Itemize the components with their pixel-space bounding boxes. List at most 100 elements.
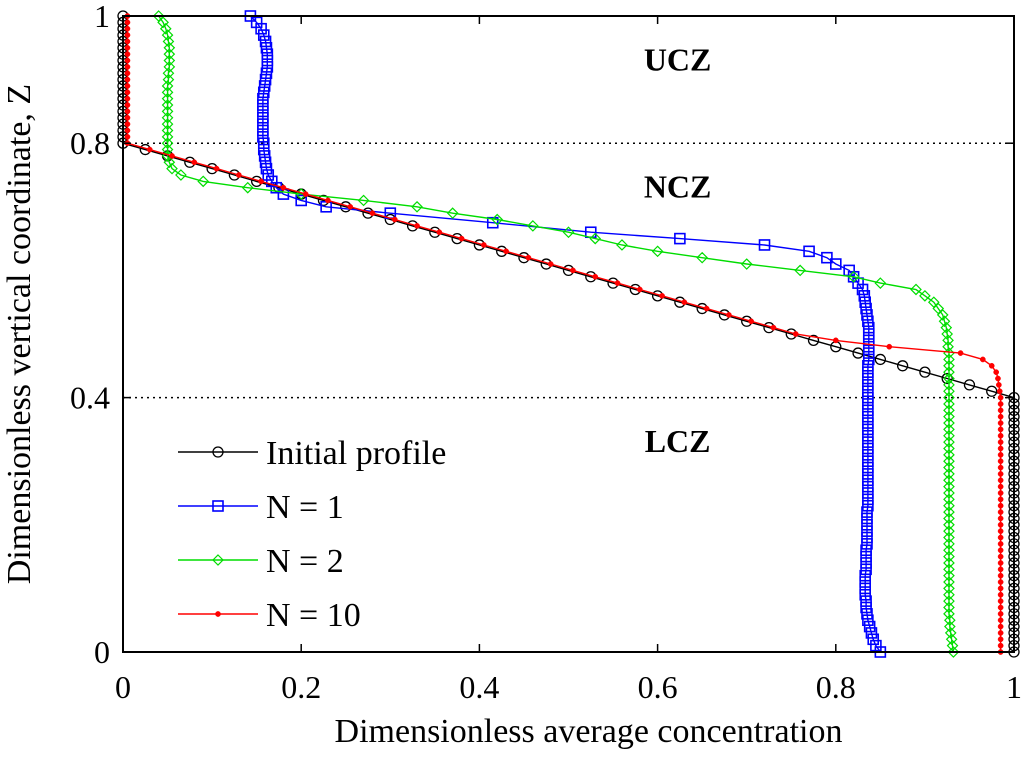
data-point [792,331,799,337]
data-point [257,118,269,130]
data-point [997,432,1004,439]
data-point [886,343,893,350]
data-point [862,391,874,404]
data-point [847,270,860,283]
data-point [943,601,955,614]
data-point [943,487,955,499]
data-point [865,627,878,639]
data-point [255,22,267,35]
data-point [862,461,874,474]
data-point [943,499,955,512]
data-point [862,417,874,429]
data-point [163,156,176,169]
data-point [862,353,875,366]
data-point [162,67,175,80]
data-point [161,86,174,99]
data-point [862,315,874,328]
data-point [302,191,309,197]
data-point [862,429,874,442]
data-point [943,404,955,417]
data-point [997,394,1004,401]
data-point [867,633,880,646]
data-point [162,73,175,86]
data-point [988,362,995,369]
data-point [997,413,1004,420]
data-point [997,617,1004,624]
data-point [862,340,875,353]
data-point [261,48,274,60]
data-point [997,496,1004,503]
data-point [124,127,131,134]
data-point [943,569,955,582]
data-point [261,61,274,73]
data-point [997,541,1004,547]
data-point [191,159,198,166]
data-point [986,385,998,397]
data-point [163,41,176,54]
data-point [943,620,956,633]
data-point [235,172,242,178]
data-point [295,194,308,207]
data-point [414,223,420,229]
data-point [257,29,270,41]
data-point [674,232,686,245]
y-tick-label: 1 [94,0,110,34]
data-point [436,229,443,236]
data-point [997,636,1004,643]
data-point [161,130,174,143]
data-point [943,595,955,607]
x-tick-label: 0.8 [816,669,856,705]
series-n-10 [124,13,1004,655]
x-axis-title: Dimensionless average concentration [335,713,843,750]
data-point [862,385,874,398]
data-point [257,86,270,99]
data-point [997,509,1004,515]
data-point [997,604,1004,611]
data-point [124,133,131,140]
data-point [943,436,955,448]
data-point [258,178,264,185]
data-point [659,292,665,299]
data-point [860,557,872,569]
data-point [169,153,175,159]
data-point [161,80,174,92]
x-tick-label: 0 [115,669,131,705]
data-point [161,137,174,150]
data-point [832,337,839,344]
zone-labels: UCZ NCZ LCZ [644,42,712,460]
y-tick-label: 0.8 [70,125,110,161]
data-point [124,25,131,32]
zone-label-ncz: NCZ [644,169,712,205]
legend-label: N = 1 [266,489,344,526]
data-point [947,646,960,658]
data-point [943,366,955,379]
data-point [943,525,955,538]
data-point [995,375,1001,382]
data-point [862,480,874,493]
data-point [943,518,955,531]
data-point [570,267,576,274]
data-point [943,614,956,627]
data-point [163,54,176,67]
data-point [829,258,842,270]
legend-label: N = 10 [266,597,361,634]
data-point [446,207,459,220]
data-point [997,528,1004,535]
data-point [862,379,874,391]
data-point [862,493,874,506]
legend-swatch-marker [212,446,224,458]
legend-swatch-marker [212,554,224,566]
data-point [862,474,874,487]
data-point [491,213,504,226]
data-point [758,239,771,251]
data-point [862,499,874,512]
data-point [347,203,354,210]
data-point [124,64,131,70]
data-point [807,334,820,347]
data-point [997,471,1004,477]
data-point [124,51,131,58]
data-point [124,121,131,127]
data-point [943,563,955,576]
data-point [861,538,873,550]
